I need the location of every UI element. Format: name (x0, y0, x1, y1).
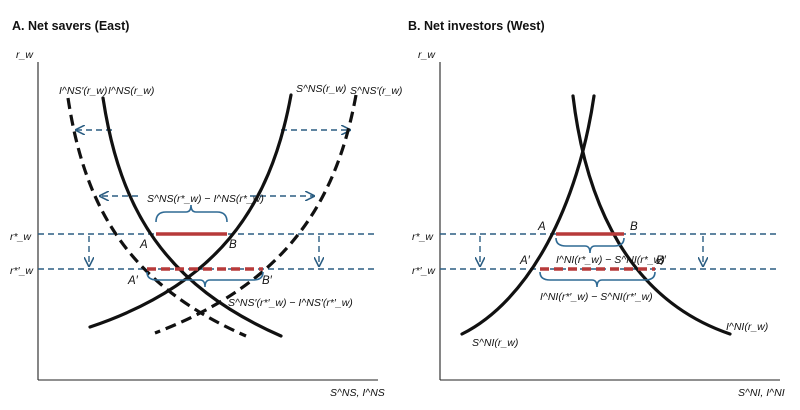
panel-a-saving-shifted-label: S^NS′(r_w) (350, 85, 402, 97)
panel-a-investment-curve (101, 96, 283, 338)
panel-b-investment-curve (571, 94, 732, 336)
panel-a-top-brace (155, 204, 228, 223)
panel-a-point-b-prime: B′ (262, 275, 273, 287)
panel-b-saving-curve (460, 94, 596, 336)
panel-a-investment-label: I^NS(r_w) (108, 85, 154, 97)
panel-b-investment-label: I^NI(r_w) (726, 321, 768, 333)
panel-b-y-axis-label: r_w (418, 49, 436, 61)
panel-b-title: B. Net investors (West) (408, 19, 545, 33)
panel-b-saving-label: S^NI(r_w) (472, 337, 518, 349)
panel-b-point-a-prime: A′ (519, 255, 531, 267)
panel-b-point-a: A (537, 221, 546, 233)
panel-b-rstar-prime-label: r*′_w (412, 265, 436, 277)
panel-a-gap-label-top: S^NS(r*_w) − I^NS(r*_w) (147, 193, 264, 205)
panel-a-saving-curve-shifted (154, 94, 358, 335)
panel-b-point-b-prime: B′ (656, 255, 667, 267)
panel-a-x-axis-label: S^NS, I^NS (330, 387, 385, 399)
panel-a-y-axis-label: r_w (16, 49, 34, 61)
panel-a-rstar-prime-label: r*′_w (10, 265, 34, 277)
panel-b-top-brace (555, 237, 625, 254)
panel-a-gap-label-bottom: S^NS′(r*′_w) − I^NS′(r*′_w) (228, 297, 353, 309)
panel-a-bottom-brace (146, 271, 264, 288)
panel-b: B. Net investors (West) r_w S^NI, I^NI r… (408, 19, 785, 399)
panel-a-title: A. Net savers (East) (12, 19, 129, 33)
panel-b-rstar-label: r*_w (412, 231, 434, 243)
panel-a: A. Net savers (East) r_w S^NS, I^NS r*_w… (10, 19, 402, 399)
panel-b-bottom-brace (539, 271, 656, 288)
panel-a-saving-curve (88, 93, 293, 329)
panel-b-x-axis-label: S^NI, I^NI (738, 387, 785, 399)
panel-a-saving-label: S^NS(r_w) (296, 83, 346, 95)
panel-a-investment-shifted-label: I^NS′(r_w) (59, 85, 107, 97)
panel-b-gap-label-top: I^NI(r*_w) − S^NI(r*_w) (556, 254, 665, 266)
panel-b-gap-label-bottom: I^NI(r*′_w) − S^NI(r*′_w) (540, 291, 653, 303)
panel-a-point-a-prime: A′ (127, 275, 139, 287)
panel-a-rstar-label: r*_w (10, 231, 32, 243)
panel-a-point-b: B (229, 239, 237, 251)
panel-a-point-a: A (139, 239, 148, 251)
panel-b-point-b: B (630, 221, 638, 233)
panel-a-investment-curve-shifted (66, 97, 247, 338)
